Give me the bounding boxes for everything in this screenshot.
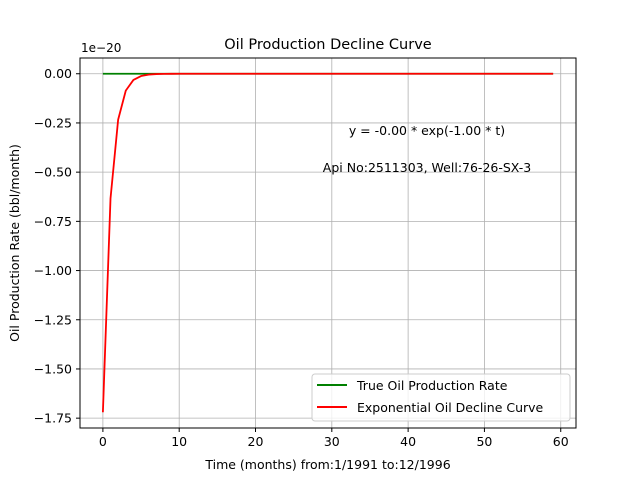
- equation-annotation: y = -0.00 * exp(-1.00 * t): [349, 123, 505, 138]
- y-tick-label: −1.00: [34, 263, 72, 278]
- y-offset-text: 1e−20: [81, 41, 121, 55]
- y-tick-label: −0.25: [34, 115, 72, 130]
- x-tick-label: 40: [400, 434, 416, 449]
- x-tick-label: 10: [171, 434, 187, 449]
- x-tick-label: 0: [99, 434, 107, 449]
- y-tick-label: −1.25: [34, 312, 72, 327]
- legend-label-decline-curve: Exponential Oil Decline Curve: [357, 400, 544, 415]
- y-tick-label: 0.00: [44, 66, 72, 81]
- legend-box: [311, 373, 571, 422]
- x-tick-label: 50: [476, 434, 492, 449]
- series-layer: [101, 72, 554, 413]
- x-tick-label: 60: [553, 434, 569, 449]
- plot-frame: [79, 57, 577, 429]
- x-tick-label: 30: [324, 434, 340, 449]
- chart-title: Oil Production Decline Curve: [224, 37, 432, 53]
- well-annotation: Api No:2511303, Well:76-26-SX-3: [323, 160, 531, 175]
- series-line-decline-curve: [101, 72, 554, 413]
- legend: True Oil Production Rate Exponential Oil…: [311, 373, 571, 422]
- x-axis-label: Time (months) from:1/1991 to:12/1996: [204, 457, 450, 472]
- x-tick-label: 20: [248, 434, 264, 449]
- y-axis-label: Oil Production Rate (bbl/month): [7, 144, 22, 342]
- y-tick-label: −0.75: [34, 214, 72, 229]
- y-tick-label: −0.50: [34, 165, 72, 180]
- y-tick-label: −1.50: [34, 361, 72, 376]
- legend-label-true-rate: True Oil Production Rate: [356, 378, 508, 393]
- axis-ticks: 0 10 20 30 40 50 60 0.00 −0.25 −0.50 −0.75 −1.00 −1.…: [34, 66, 569, 449]
- y-tick-label: −1.75: [34, 411, 72, 426]
